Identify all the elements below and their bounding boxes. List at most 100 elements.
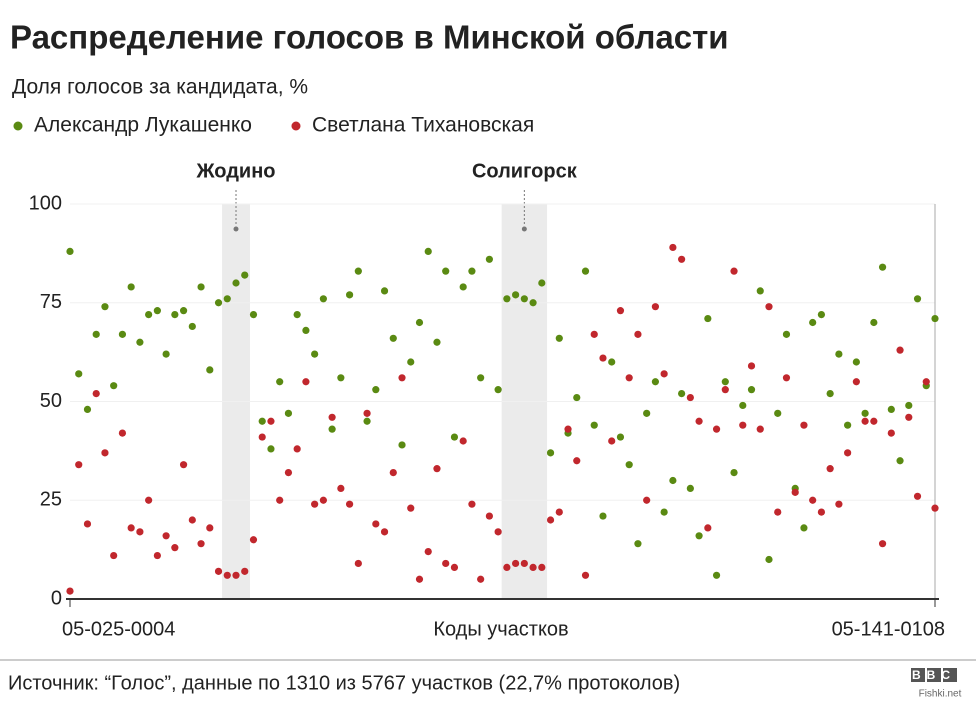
point: [590, 421, 598, 429]
point: [809, 496, 817, 504]
legend-label: Светлана Тихановская: [312, 114, 534, 137]
point: [826, 390, 834, 398]
point: [625, 461, 633, 469]
chart-title: Распределение голосов в Минской области: [10, 19, 729, 56]
point: [712, 571, 721, 579]
point: [380, 528, 389, 536]
point: [800, 421, 808, 429]
point: [197, 283, 205, 291]
point: [468, 267, 476, 275]
point: [739, 421, 747, 429]
watermark: Fishki.net: [919, 689, 962, 700]
point: [861, 417, 869, 425]
point: [931, 314, 939, 323]
point: [512, 559, 520, 568]
point: [634, 330, 642, 338]
point: [844, 421, 852, 429]
point: [538, 279, 546, 287]
point: [258, 417, 266, 425]
legend-label: Александр Лукашенко: [34, 114, 252, 137]
point: [372, 386, 380, 394]
point: [896, 457, 904, 465]
point: [92, 390, 100, 398]
point: [249, 536, 258, 544]
point: [267, 417, 275, 425]
point: [354, 267, 362, 275]
point: [686, 484, 694, 492]
point: [765, 555, 773, 564]
point: [179, 461, 188, 469]
point: [817, 311, 826, 319]
point: [878, 263, 887, 271]
point: [546, 449, 555, 457]
point: [380, 287, 389, 295]
point: [162, 532, 170, 540]
point: [197, 540, 205, 548]
point: [284, 409, 293, 417]
annotation-dot: [521, 226, 527, 232]
point: [241, 567, 249, 575]
legend-marker: [13, 121, 23, 131]
point: [249, 311, 258, 319]
point: [695, 417, 703, 425]
point: [756, 287, 764, 295]
point: [302, 326, 310, 334]
point: [494, 528, 502, 536]
point: [887, 405, 895, 413]
point: [398, 374, 406, 382]
point: [302, 378, 310, 386]
point: [538, 563, 546, 572]
point: [75, 461, 83, 469]
point: [153, 307, 161, 315]
point: [730, 469, 738, 477]
point: [459, 437, 467, 445]
annotation-dot: [233, 226, 239, 232]
point: [616, 307, 625, 315]
point: [276, 496, 284, 504]
point: [450, 563, 459, 572]
point: [852, 378, 860, 386]
point: [512, 291, 520, 299]
point: [345, 291, 354, 299]
point: [162, 350, 170, 358]
point: [599, 354, 607, 362]
point: [660, 508, 668, 516]
point: [75, 370, 83, 378]
x-tick-label: 05-025-0004: [62, 618, 175, 640]
point: [66, 587, 74, 595]
point: [92, 330, 100, 338]
point: [494, 386, 502, 394]
point: [704, 524, 712, 532]
annotation-label: Солигорск: [472, 160, 578, 182]
point: [870, 318, 878, 327]
point: [311, 500, 319, 508]
point: [214, 299, 223, 307]
point: [223, 295, 231, 303]
point: [730, 267, 738, 275]
point: [564, 425, 572, 433]
point: [241, 271, 249, 279]
point: [870, 417, 878, 425]
point: [529, 299, 537, 307]
point: [363, 417, 371, 425]
point: [188, 516, 196, 524]
point: [319, 295, 327, 303]
point: [503, 295, 511, 303]
point: [127, 283, 135, 291]
point: [127, 524, 135, 532]
point: [468, 500, 476, 508]
point: [389, 469, 397, 477]
point: [651, 378, 660, 386]
point: [206, 366, 214, 374]
point: [101, 303, 109, 311]
point: [110, 382, 118, 390]
point: [363, 409, 371, 417]
point: [616, 433, 625, 441]
x-tick-label: 05-141-0108: [832, 618, 945, 640]
point: [337, 484, 345, 492]
logo: BBC: [911, 668, 957, 682]
point: [835, 500, 843, 508]
point: [634, 540, 642, 548]
point: [389, 334, 397, 342]
point: [905, 401, 913, 410]
